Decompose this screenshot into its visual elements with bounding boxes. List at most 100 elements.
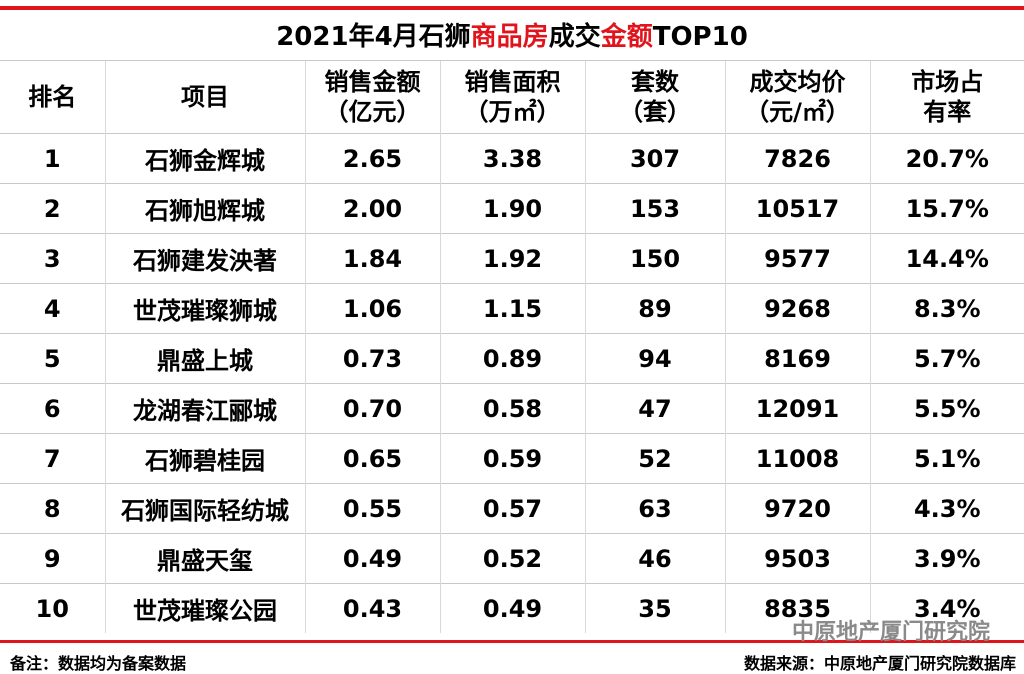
header-row: 排名项目销售金额（亿元）销售面积（万㎡）套数（套）成交均价（元/㎡）市场占有率 xyxy=(0,61,1024,134)
column-header: 销售金额（亿元） xyxy=(305,61,440,134)
table-cell: 0.57 xyxy=(440,484,585,534)
table-cell: 1 xyxy=(0,134,105,184)
table-cell: 0.59 xyxy=(440,434,585,484)
table-cell: 石狮旭辉城 xyxy=(105,184,305,234)
table-cell: 石狮国际轻纺城 xyxy=(105,484,305,534)
table-cell: 2.65 xyxy=(305,134,440,184)
table-cell: 3.9% xyxy=(870,534,1024,584)
header-line: （亿元） xyxy=(306,97,440,127)
table-cell: 0.49 xyxy=(305,534,440,584)
header-line: （元/㎡） xyxy=(726,97,870,127)
title-part: TOP10 xyxy=(653,22,748,52)
header-line: 销售面积 xyxy=(441,67,585,97)
table-cell: 鼎盛天玺 xyxy=(105,534,305,584)
table-cell: 世茂璀璨公园 xyxy=(105,584,305,634)
column-header: 成交均价（元/㎡） xyxy=(725,61,870,134)
header-line: 销售金额 xyxy=(306,67,440,97)
top-rule xyxy=(0,6,1024,10)
table-cell: 8 xyxy=(0,484,105,534)
header-line: 成交均价 xyxy=(726,67,870,97)
table-cell: 89 xyxy=(585,284,725,334)
title-part: 2021年4月石狮 xyxy=(276,22,470,52)
table-cell: 5 xyxy=(0,334,105,384)
table-cell: 2 xyxy=(0,184,105,234)
header-line: （套） xyxy=(586,97,725,127)
table-cell: 4.3% xyxy=(870,484,1024,534)
table-cell: 94 xyxy=(585,334,725,384)
table-cell: 3 xyxy=(0,234,105,284)
column-header: 市场占有率 xyxy=(870,61,1024,134)
table-cell: 1.84 xyxy=(305,234,440,284)
title-part: 商品房 xyxy=(471,22,549,52)
title-part: 成交 xyxy=(549,22,601,52)
table-cell: 1.15 xyxy=(440,284,585,334)
column-header: 销售面积（万㎡） xyxy=(440,61,585,134)
table-cell: 9 xyxy=(0,534,105,584)
table-cell: 307 xyxy=(585,134,725,184)
header-line: 市场占 xyxy=(871,67,1024,97)
table-cell: 6 xyxy=(0,384,105,434)
table-cell: 7 xyxy=(0,434,105,484)
table-cell: 3.38 xyxy=(440,134,585,184)
table-cell: 9503 xyxy=(725,534,870,584)
table-cell: 150 xyxy=(585,234,725,284)
table-cell: 0.89 xyxy=(440,334,585,384)
table-cell: 10 xyxy=(0,584,105,634)
column-header: 项目 xyxy=(105,61,305,134)
table-cell: 9720 xyxy=(725,484,870,534)
table-cell: 8.3% xyxy=(870,284,1024,334)
header-line: 套数 xyxy=(586,67,725,97)
table-cell: 0.70 xyxy=(305,384,440,434)
table-cell: 10517 xyxy=(725,184,870,234)
table-cell: 0.52 xyxy=(440,534,585,584)
title-part: 金额 xyxy=(601,22,653,52)
table-cell: 11008 xyxy=(725,434,870,484)
column-header: 套数（套） xyxy=(585,61,725,134)
table-cell: 52 xyxy=(585,434,725,484)
table-cell: 0.58 xyxy=(440,384,585,434)
table-cell: 0.73 xyxy=(305,334,440,384)
table-cell: 63 xyxy=(585,484,725,534)
table-cell: 7826 xyxy=(725,134,870,184)
table-cell: 5.1% xyxy=(870,434,1024,484)
table-cell: 2.00 xyxy=(305,184,440,234)
column-header: 排名 xyxy=(0,61,105,134)
table-cell: 1.06 xyxy=(305,284,440,334)
table-cell: 0.49 xyxy=(440,584,585,634)
table-title: 2021年4月石狮商品房成交金额TOP10 xyxy=(0,14,1024,60)
table-cell: 46 xyxy=(585,534,725,584)
table-cell: 20.7% xyxy=(870,134,1024,184)
table-cell: 1.92 xyxy=(440,234,585,284)
table-cell: 石狮建发泱著 xyxy=(105,234,305,284)
table-cell: 9577 xyxy=(725,234,870,284)
table-cell: 14.4% xyxy=(870,234,1024,284)
table-cell: 153 xyxy=(585,184,725,234)
table-cell: 石狮碧桂园 xyxy=(105,434,305,484)
ranking-table: 排名项目销售金额（亿元）销售面积（万㎡）套数（套）成交均价（元/㎡）市场占有率 … xyxy=(0,60,1024,633)
table-cell: 0.65 xyxy=(305,434,440,484)
header-line: 项目 xyxy=(106,82,305,112)
header-line: 有率 xyxy=(871,97,1024,127)
table-cell: 5.5% xyxy=(870,384,1024,434)
table-cell: 9268 xyxy=(725,284,870,334)
table-cell: 47 xyxy=(585,384,725,434)
table-cell: 4 xyxy=(0,284,105,334)
table-cell: 龙湖春江郦城 xyxy=(105,384,305,434)
table-cell: 35 xyxy=(585,584,725,634)
watermark: 中原地产厦门研究院 xyxy=(792,614,990,646)
source: 数据来源：中原地产厦门研究院数据库 xyxy=(744,650,1016,674)
table-cell: 12091 xyxy=(725,384,870,434)
table-cell: 0.43 xyxy=(305,584,440,634)
table-cell: 0.55 xyxy=(305,484,440,534)
footnote: 备注：数据均为备案数据 xyxy=(10,650,186,674)
table-cell: 15.7% xyxy=(870,184,1024,234)
